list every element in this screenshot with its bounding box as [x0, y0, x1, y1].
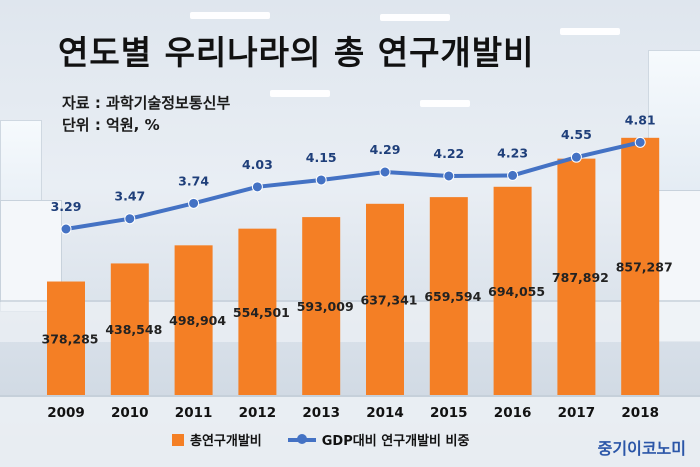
bar-value-label: 498,904	[169, 313, 226, 328]
ceiling-light	[190, 12, 270, 19]
gdp-ratio-label: 4.23	[497, 145, 528, 160]
ceiling-light	[420, 100, 470, 107]
legend-item-bar: 총연구개발비	[172, 430, 262, 449]
gdp-ratio-label: 3.47	[114, 189, 145, 204]
bar-2010	[110, 263, 149, 395]
gdp-ratio-point	[507, 169, 519, 181]
legend-line-swatch	[287, 433, 316, 444]
bar-value-label: 378,285	[42, 331, 99, 346]
legend-bar-label: 총연구개발비	[190, 434, 262, 449]
gdp-ratio-point	[443, 170, 455, 182]
bar-2015	[429, 197, 468, 395]
bar-value-label: 659,594	[424, 289, 481, 304]
bar-value-label: 554,501	[233, 305, 290, 320]
bar-2018	[621, 137, 660, 395]
bar-2017	[557, 158, 596, 395]
x-tick-label: 2018	[621, 405, 659, 421]
unit-line: 단위 : 억원, %	[62, 116, 160, 134]
chart-title: 연도별 우리나라의 총 연구개발비	[58, 33, 535, 72]
gdp-ratio-point	[634, 136, 646, 148]
bar-2014	[366, 203, 404, 395]
brand-logo-text: 중기이코노미	[597, 439, 686, 458]
bar-value-label: 637,341	[361, 292, 418, 307]
x-tick-label: 2017	[558, 405, 596, 421]
gdp-ratio-label: 3.74	[178, 173, 209, 188]
gdp-ratio-label: 4.81	[625, 112, 656, 127]
gdp-ratio-point	[251, 181, 263, 193]
x-tick-label: 2014	[366, 405, 404, 421]
x-tick-label: 2016	[494, 405, 532, 421]
bar-2009	[47, 281, 85, 395]
gdp-ratio-point	[188, 197, 200, 209]
legend-line-label: GDP대비 연구개발비 비중	[321, 434, 470, 449]
source-line: 자료 : 과학기술정보통신부	[62, 94, 231, 112]
gdp-ratio-label: 4.15	[306, 150, 337, 165]
gdp-ratio-label: 4.22	[433, 146, 464, 161]
bar-value-label: 593,009	[297, 299, 354, 314]
gdp-ratio-point	[60, 223, 72, 235]
gdp-ratio-label: 3.29	[51, 199, 82, 214]
gdp-ratio-line	[65, 140, 641, 231]
gdp-ratio-point	[315, 174, 327, 186]
x-tick-label: 2011	[175, 405, 213, 421]
bar-value-label: 857,287	[616, 259, 673, 274]
bar-value-label: 787,892	[552, 270, 609, 285]
gdp-ratio-label: 4.29	[370, 142, 401, 157]
gdp-ratio-point	[570, 151, 582, 163]
x-tick-label: 2012	[239, 405, 277, 421]
bar-2011	[174, 245, 213, 395]
ceiling-light	[560, 28, 620, 35]
bar-2012	[238, 228, 277, 395]
bar-2016	[493, 186, 532, 395]
gdp-ratio-label: 4.55	[561, 127, 592, 142]
x-tick-label: 2013	[302, 405, 340, 421]
x-tick-label: 2010	[111, 405, 149, 421]
legend-item-line: GDP대비 연구개발비 비중	[287, 430, 470, 449]
gdp-ratio-point	[379, 166, 391, 178]
ceiling-light	[380, 14, 450, 21]
x-tick-label: 2009	[47, 405, 85, 421]
legend: 총연구개발비 GDP대비 연구개발비 비중	[172, 430, 469, 449]
gdp-ratio-point	[124, 213, 136, 225]
ceiling-light	[270, 90, 330, 97]
x-tick-label: 2015	[430, 405, 468, 421]
lab-floor	[0, 395, 700, 467]
gdp-ratio-label: 4.03	[242, 157, 273, 172]
bar-value-label: 438,548	[105, 322, 162, 337]
bar-value-label: 694,055	[488, 284, 545, 299]
legend-bar-swatch	[172, 433, 184, 446]
bar-2013	[302, 217, 341, 395]
